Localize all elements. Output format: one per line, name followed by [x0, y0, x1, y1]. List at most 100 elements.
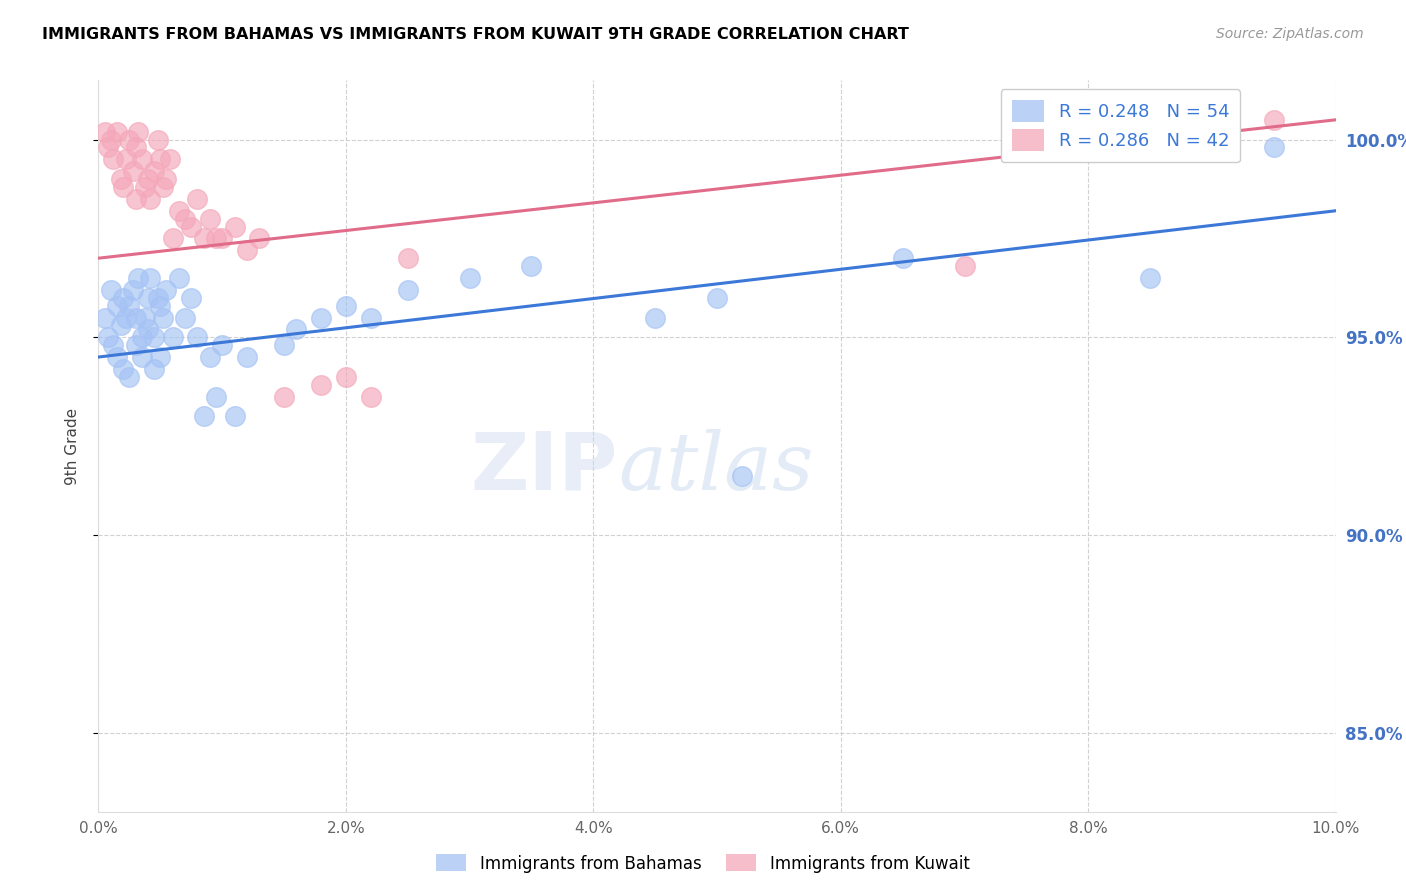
- Point: [162, 231, 184, 245]
- Point: [198, 211, 221, 226]
- Point: [105, 350, 128, 364]
- Text: Source: ZipAtlas.com: Source: ZipAtlas.com: [1216, 27, 1364, 41]
- Point: [143, 164, 166, 178]
- Point: [105, 125, 128, 139]
- Point: [273, 338, 295, 352]
- Point: [131, 330, 153, 344]
- Point: [149, 299, 172, 313]
- Point: [180, 219, 202, 234]
- Point: [180, 291, 202, 305]
- Point: [110, 172, 132, 186]
- Point: [224, 219, 246, 234]
- Point: [155, 172, 177, 186]
- Point: [205, 231, 228, 245]
- Point: [360, 390, 382, 404]
- Point: [309, 377, 332, 392]
- Point: [124, 192, 146, 206]
- Point: [335, 299, 357, 313]
- Point: [100, 132, 122, 146]
- Point: [152, 310, 174, 325]
- Point: [706, 291, 728, 305]
- Point: [458, 271, 481, 285]
- Point: [159, 153, 181, 167]
- Point: [211, 231, 233, 245]
- Point: [211, 338, 233, 352]
- Point: [127, 271, 149, 285]
- Point: [93, 310, 115, 325]
- Point: [224, 409, 246, 424]
- Point: [139, 192, 162, 206]
- Point: [186, 330, 208, 344]
- Point: [118, 132, 141, 146]
- Point: [143, 362, 166, 376]
- Point: [149, 350, 172, 364]
- Point: [100, 283, 122, 297]
- Point: [731, 468, 754, 483]
- Point: [97, 330, 120, 344]
- Point: [112, 362, 135, 376]
- Point: [122, 283, 145, 297]
- Point: [93, 125, 115, 139]
- Point: [118, 369, 141, 384]
- Legend: R = 0.248   N = 54, R = 0.286   N = 42: R = 0.248 N = 54, R = 0.286 N = 42: [1001, 89, 1240, 162]
- Point: [112, 180, 135, 194]
- Point: [309, 310, 332, 325]
- Point: [118, 299, 141, 313]
- Point: [335, 369, 357, 384]
- Point: [124, 310, 146, 325]
- Point: [1263, 140, 1285, 154]
- Point: [143, 330, 166, 344]
- Point: [273, 390, 295, 404]
- Point: [131, 153, 153, 167]
- Point: [1139, 271, 1161, 285]
- Text: atlas: atlas: [619, 429, 814, 507]
- Point: [136, 291, 159, 305]
- Point: [110, 318, 132, 333]
- Y-axis label: 9th Grade: 9th Grade: [65, 408, 80, 484]
- Point: [131, 350, 153, 364]
- Point: [186, 192, 208, 206]
- Point: [136, 322, 159, 336]
- Point: [162, 330, 184, 344]
- Point: [103, 338, 125, 352]
- Legend: Immigrants from Bahamas, Immigrants from Kuwait: Immigrants from Bahamas, Immigrants from…: [430, 847, 976, 880]
- Point: [155, 283, 177, 297]
- Point: [1263, 112, 1285, 127]
- Point: [134, 180, 156, 194]
- Point: [891, 251, 914, 265]
- Point: [644, 310, 666, 325]
- Point: [122, 164, 145, 178]
- Point: [105, 299, 128, 313]
- Point: [174, 310, 197, 325]
- Point: [152, 180, 174, 194]
- Point: [360, 310, 382, 325]
- Point: [193, 231, 215, 245]
- Point: [136, 172, 159, 186]
- Point: [167, 271, 190, 285]
- Point: [127, 125, 149, 139]
- Point: [112, 291, 135, 305]
- Point: [236, 350, 259, 364]
- Point: [124, 338, 146, 352]
- Point: [167, 203, 190, 218]
- Point: [146, 291, 169, 305]
- Text: IMMIGRANTS FROM BAHAMAS VS IMMIGRANTS FROM KUWAIT 9TH GRADE CORRELATION CHART: IMMIGRANTS FROM BAHAMAS VS IMMIGRANTS FR…: [42, 27, 910, 42]
- Point: [114, 310, 136, 325]
- Point: [396, 283, 419, 297]
- Point: [247, 231, 270, 245]
- Point: [103, 153, 125, 167]
- Point: [953, 259, 976, 273]
- Point: [285, 322, 308, 336]
- Point: [124, 140, 146, 154]
- Point: [396, 251, 419, 265]
- Text: ZIP: ZIP: [471, 429, 619, 507]
- Point: [134, 310, 156, 325]
- Point: [193, 409, 215, 424]
- Point: [146, 132, 169, 146]
- Point: [520, 259, 543, 273]
- Point: [236, 244, 259, 258]
- Point: [149, 153, 172, 167]
- Point: [198, 350, 221, 364]
- Point: [139, 271, 162, 285]
- Point: [174, 211, 197, 226]
